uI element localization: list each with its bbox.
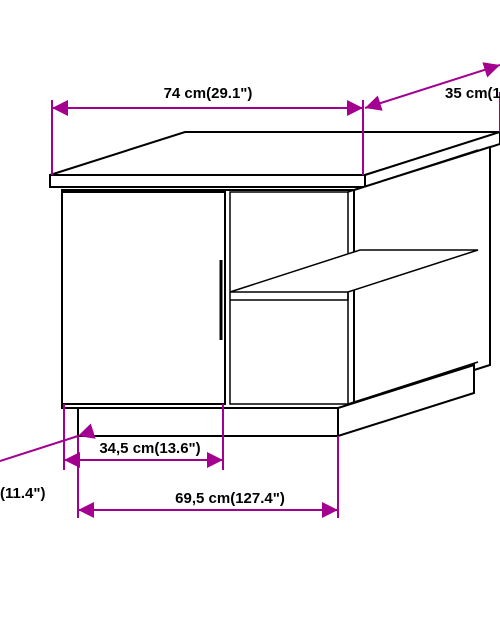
plinth-front [78,408,338,436]
tabletop-front-edge [50,175,365,187]
dim-top-width-label: 74 cm(29.1") [164,85,253,102]
door-panel [62,192,225,404]
dim-depth-label: 35 cm(13.8") [445,85,500,102]
technical-diagram: 74 cm(29.1") 35 cm(13.8") 34,5 cm(13.6")… [0,0,500,641]
right-compartment-back [230,192,348,404]
dim-base-depth-front: (11.4") [0,436,78,502]
dim-depth: 35 cm(13.8") [365,65,500,132]
dim-base-depth-label: (11.4") [0,485,45,502]
dim-base-width-label: 69,5 cm(127.4") [175,490,285,507]
dim-door-width-label: 34,5 cm(13.6") [99,440,200,457]
